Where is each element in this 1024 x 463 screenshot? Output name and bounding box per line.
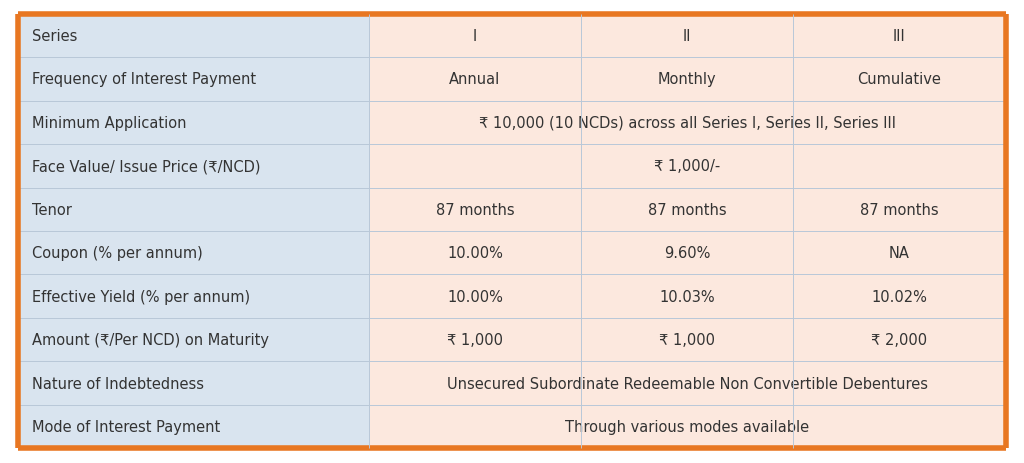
- Bar: [18, 188, 369, 232]
- Bar: [18, 101, 369, 145]
- Bar: [18, 362, 369, 405]
- Text: 10.03%: 10.03%: [659, 289, 715, 304]
- Text: Through various modes available: Through various modes available: [565, 419, 809, 434]
- Text: Frequency of Interest Payment: Frequency of Interest Payment: [32, 72, 256, 88]
- Text: 10.00%: 10.00%: [447, 246, 503, 261]
- Bar: [369, 58, 581, 101]
- Text: 87 months: 87 months: [435, 202, 514, 217]
- Bar: [18, 275, 369, 318]
- Bar: [581, 275, 794, 318]
- Text: Cumulative: Cumulative: [857, 72, 941, 88]
- Text: Effective Yield (% per annum): Effective Yield (% per annum): [32, 289, 250, 304]
- Bar: [581, 58, 794, 101]
- Bar: [369, 275, 581, 318]
- Bar: [369, 232, 581, 275]
- Text: ₹ 1,000: ₹ 1,000: [659, 332, 715, 347]
- Text: 87 months: 87 months: [860, 202, 939, 217]
- Text: Monthly: Monthly: [657, 72, 717, 88]
- Bar: [18, 232, 369, 275]
- Text: ₹ 1,000/-: ₹ 1,000/-: [654, 159, 720, 174]
- Text: Face Value/ Issue Price (₹/NCD): Face Value/ Issue Price (₹/NCD): [32, 159, 260, 174]
- Bar: [18, 58, 369, 101]
- Text: Amount (₹/Per NCD) on Maturity: Amount (₹/Per NCD) on Maturity: [32, 332, 268, 347]
- Text: 87 months: 87 months: [648, 202, 727, 217]
- Bar: [794, 15, 1006, 58]
- Bar: [18, 405, 369, 448]
- Bar: [369, 405, 1006, 448]
- Text: Unsecured Subordinate Redeemable Non Convertible Debentures: Unsecured Subordinate Redeemable Non Con…: [446, 375, 928, 391]
- Bar: [581, 15, 794, 58]
- Bar: [18, 145, 369, 188]
- Bar: [794, 275, 1006, 318]
- Text: ₹ 10,000 (10 NCDs) across all Series I, Series II, Series III: ₹ 10,000 (10 NCDs) across all Series I, …: [478, 116, 896, 131]
- Bar: [794, 188, 1006, 232]
- Text: 9.60%: 9.60%: [664, 246, 711, 261]
- Text: Annual: Annual: [450, 72, 501, 88]
- Text: Series: Series: [32, 29, 77, 44]
- Bar: [369, 101, 1006, 145]
- Bar: [369, 188, 581, 232]
- Bar: [18, 318, 369, 362]
- Bar: [369, 15, 581, 58]
- Bar: [369, 145, 1006, 188]
- Bar: [581, 232, 794, 275]
- Bar: [794, 318, 1006, 362]
- Text: NA: NA: [889, 246, 910, 261]
- Text: III: III: [893, 29, 906, 44]
- Text: Tenor: Tenor: [32, 202, 72, 217]
- Bar: [369, 362, 1006, 405]
- Text: Minimum Application: Minimum Application: [32, 116, 186, 131]
- Bar: [369, 318, 581, 362]
- Bar: [581, 318, 794, 362]
- Bar: [18, 15, 369, 58]
- Text: Coupon (% per annum): Coupon (% per annum): [32, 246, 203, 261]
- Text: 10.00%: 10.00%: [447, 289, 503, 304]
- Bar: [581, 188, 794, 232]
- Bar: [794, 232, 1006, 275]
- Text: ₹ 1,000: ₹ 1,000: [447, 332, 503, 347]
- Text: Mode of Interest Payment: Mode of Interest Payment: [32, 419, 220, 434]
- Text: Nature of Indebtedness: Nature of Indebtedness: [32, 375, 204, 391]
- Text: I: I: [473, 29, 477, 44]
- Bar: [794, 58, 1006, 101]
- Text: ₹ 2,000: ₹ 2,000: [871, 332, 928, 347]
- Text: II: II: [683, 29, 691, 44]
- Text: 10.02%: 10.02%: [871, 289, 928, 304]
